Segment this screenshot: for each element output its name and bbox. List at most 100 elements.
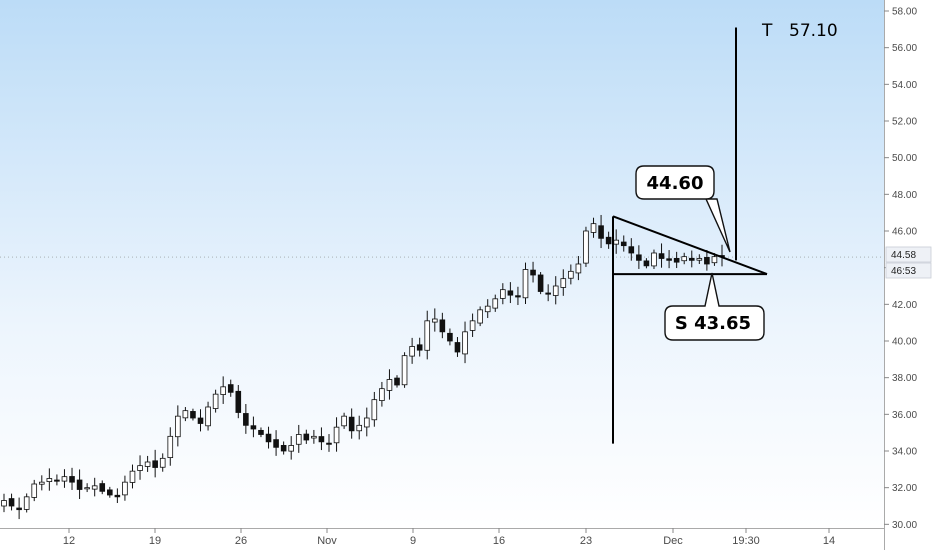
time-axis-ticks: 12 19 26 Nov 9 16 23 Dec 19:30 14	[63, 528, 835, 547]
candle-body	[583, 230, 589, 264]
price-tick-label: 52.00	[892, 117, 917, 128]
candle-body	[61, 476, 68, 482]
time-tick-label: 26	[235, 535, 247, 547]
candle-body	[447, 332, 453, 342]
candle-body	[243, 413, 249, 426]
candle-body	[484, 305, 491, 313]
countdown-tag: 46:53	[885, 262, 932, 279]
candle-body	[258, 429, 264, 435]
price-tick-label: 34.00	[892, 447, 917, 458]
candle-body	[492, 298, 499, 309]
candle-body	[107, 489, 113, 496]
candle-body	[8, 498, 15, 507]
candle-body	[462, 331, 468, 355]
candle-body	[23, 496, 30, 510]
candle-body	[575, 263, 582, 274]
candle-body	[537, 274, 544, 292]
candle-body	[46, 478, 53, 482]
candle-body	[386, 379, 393, 391]
time-tick-label: 14	[823, 535, 835, 547]
candle-body	[469, 320, 476, 331]
candle-body	[552, 285, 559, 296]
candle-body	[114, 494, 121, 498]
countdown-tag-text: 46:53	[891, 266, 916, 277]
candle-body	[280, 445, 287, 452]
candle-body	[500, 289, 506, 299]
candle-body	[356, 424, 363, 432]
candle-body	[590, 223, 597, 233]
support-callout-text: S 43.65	[675, 313, 751, 334]
candle-body	[84, 487, 90, 490]
candle-body	[99, 483, 106, 492]
candle-body	[227, 384, 234, 393]
candle-body	[91, 485, 98, 490]
candle-body	[250, 425, 257, 430]
candle-body	[681, 256, 688, 262]
candle-body	[688, 257, 695, 261]
price-tick-label: 30.00	[892, 520, 917, 531]
last-price-tag-box	[885, 246, 932, 263]
candle-body	[598, 225, 604, 239]
countdown-tag-box	[885, 262, 932, 279]
candle-body	[311, 435, 317, 439]
candle-body	[439, 319, 446, 333]
candle-body	[137, 465, 143, 471]
candle-body	[205, 406, 211, 427]
candle-body	[620, 241, 627, 247]
resistance-callout-text: 44.60	[647, 173, 704, 194]
candle-body	[167, 435, 174, 458]
candle-body	[318, 436, 325, 443]
candle-body	[363, 417, 370, 428]
candle-body	[54, 479, 60, 482]
candle-body	[38, 481, 45, 485]
candle-body	[190, 411, 196, 419]
candle-body	[636, 254, 642, 261]
candle-body	[696, 258, 703, 261]
time-tick-label: 12	[63, 535, 75, 547]
candle-body	[31, 483, 38, 498]
candle-body	[431, 318, 438, 323]
price-tick-label: 50.00	[892, 153, 917, 164]
candle-body	[348, 416, 355, 432]
candle-body	[522, 269, 529, 299]
last-price-tag-text: 44.58	[891, 250, 916, 261]
candle-body	[560, 278, 567, 288]
candle-body	[643, 260, 650, 267]
price-tick-label: 32.00	[892, 483, 917, 494]
candle-body	[568, 270, 574, 279]
candle-body	[530, 269, 536, 276]
candle-body	[265, 433, 272, 443]
candle-body	[144, 461, 151, 467]
candle-body	[212, 393, 219, 409]
target-label: T	[761, 21, 773, 41]
candle-body	[16, 507, 22, 511]
price-tick-label: 46.00	[892, 227, 917, 238]
candle-body	[605, 236, 612, 245]
resistance-line	[612, 215, 768, 276]
candle-body	[704, 257, 710, 265]
candle-body	[182, 410, 189, 419]
candle-body	[69, 476, 75, 483]
candle-body	[379, 388, 385, 401]
candle-body	[159, 457, 166, 468]
chart-background	[0, 0, 884, 528]
time-tick-label: 23	[580, 535, 592, 547]
price-tick-label: 48.00	[892, 190, 917, 201]
support-callout-box	[664, 272, 765, 341]
candle-body	[711, 256, 718, 264]
candle-body	[651, 252, 657, 267]
candle-body	[197, 417, 204, 424]
candle-body	[235, 390, 242, 413]
candle-body	[545, 292, 551, 295]
candle-body	[152, 460, 158, 468]
candle-body	[129, 470, 136, 483]
pattern-drawing	[612, 27, 768, 444]
candle-body	[326, 442, 332, 445]
candle-body	[273, 439, 279, 448]
time-tick-label: 19:30	[732, 535, 760, 547]
last-price-tag: 44.58	[885, 246, 932, 263]
candle-body	[122, 481, 128, 496]
candle-body	[401, 355, 408, 386]
candle-body	[175, 415, 181, 438]
